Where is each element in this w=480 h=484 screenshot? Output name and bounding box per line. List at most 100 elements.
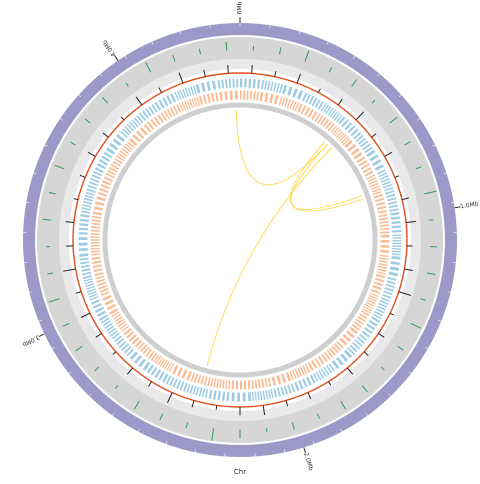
gene-block: [262, 85, 283, 90]
spike: [216, 405, 217, 409]
gene-block: [360, 159, 370, 177]
link: [236, 110, 327, 185]
track-background: [64, 64, 416, 416]
spike: [228, 65, 229, 73]
gene-block: [148, 367, 167, 379]
gene-block: [176, 89, 197, 96]
gene-block: [260, 96, 280, 100]
gene-block: [157, 97, 176, 107]
spike: [390, 313, 394, 315]
gene-block: [163, 108, 181, 117]
gene-block: [207, 394, 229, 397]
gene-block: [94, 299, 104, 319]
gene-block: [96, 255, 100, 275]
gene-block: [106, 294, 115, 312]
gene-block: [104, 319, 116, 337]
gene-block: [85, 191, 90, 212]
gene-block: [370, 152, 381, 171]
gene-block: [378, 195, 383, 215]
gene-block: [126, 329, 140, 344]
gene-block: [333, 129, 348, 143]
track-baseline: [73, 73, 407, 407]
gene-block: [95, 215, 97, 235]
gene-block: [273, 388, 294, 394]
spike: [266, 428, 267, 432]
gene-block: [240, 95, 260, 96]
spike: [252, 65, 253, 73]
gene-block: [116, 337, 131, 353]
spike: [226, 42, 227, 50]
x-tick-label: 4.0Mb: [101, 38, 117, 57]
gene-block: [218, 83, 240, 85]
gene-block: [240, 83, 262, 85]
axis-label: Chr: [234, 468, 246, 476]
gene-block: [99, 275, 105, 294]
gene-block: [132, 129, 147, 143]
spike: [395, 176, 399, 178]
spike: [364, 352, 368, 356]
gene-block: [91, 171, 99, 191]
gene-block: [314, 367, 333, 379]
spike: [318, 89, 320, 93]
gene-block: [386, 278, 393, 299]
gene-block: [383, 215, 385, 235]
gene-block: [299, 108, 317, 117]
gene-block: [172, 368, 190, 376]
gene-block: [83, 213, 85, 235]
x-tick-label: 1.0Mb: [460, 201, 480, 211]
gene-block: [210, 382, 230, 385]
gene-block: [370, 176, 378, 195]
gene-block: [317, 117, 333, 129]
gene-block: [341, 329, 355, 344]
gene-block: [251, 394, 273, 397]
gene-block: [374, 275, 380, 294]
gene-block: [290, 368, 308, 376]
gene-block: [308, 357, 325, 368]
spike: [74, 199, 78, 200]
gene-block: [294, 379, 314, 388]
gene-block: [376, 299, 386, 319]
gene-block: [354, 313, 365, 330]
gene-block: [110, 135, 123, 152]
gene-block: [102, 176, 110, 195]
gene-block: [190, 376, 209, 382]
x-tick-label: 0Mb: [237, 1, 244, 14]
gene-block: [389, 191, 394, 212]
gene-block: [84, 256, 88, 278]
gene-block: [366, 294, 375, 312]
gene-block: [83, 235, 84, 257]
gene-block: [381, 171, 389, 191]
gene-block: [280, 101, 299, 108]
link: [207, 148, 331, 366]
gene-block: [97, 195, 102, 215]
gene-block: [95, 235, 96, 255]
gene-block: [114, 313, 125, 330]
gene-block: [325, 344, 340, 357]
gene-block: [341, 120, 357, 135]
gene-block: [197, 85, 218, 90]
gene-block: [395, 213, 397, 235]
gene-block: [349, 337, 364, 353]
gene-block: [186, 388, 207, 394]
gene-block: [120, 143, 132, 159]
gene-block: [392, 256, 396, 278]
gene-block: [304, 97, 323, 107]
gene-block: [200, 96, 220, 100]
x-tick-label: 2.0Mb: [302, 452, 314, 472]
spike: [113, 352, 116, 355]
x-tick-label: 3.0Mb: [21, 333, 41, 347]
gene-block: [250, 382, 270, 385]
gene-block: [99, 152, 110, 171]
gene-block: [147, 117, 163, 129]
spike: [328, 382, 330, 386]
gene-block: [166, 379, 186, 388]
gene-block: [88, 278, 95, 299]
gene-block: [283, 89, 304, 96]
gene-block: [364, 319, 376, 337]
gene-block: [348, 143, 360, 159]
gene-block: [396, 235, 397, 257]
gene-block: [155, 357, 172, 368]
gene-block: [384, 235, 385, 255]
gene-block: [220, 95, 240, 96]
